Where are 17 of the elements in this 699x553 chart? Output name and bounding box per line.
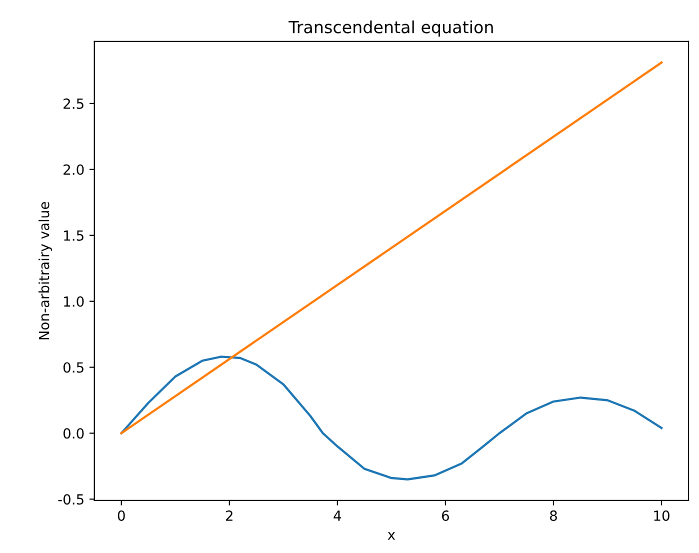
y-tick-label: 1.5 xyxy=(64,230,84,241)
x-tick-label: 8 xyxy=(550,510,557,521)
x-axis-title: x xyxy=(388,532,396,540)
y-tick-label: 0.5 xyxy=(63,362,84,373)
y-tick-label: 2.5 xyxy=(64,98,84,109)
y-axis-title: Non-arbitrairy value xyxy=(38,202,52,340)
x-tick-label: 4 xyxy=(334,510,342,521)
y-tick-label: 2.0 xyxy=(64,164,84,175)
x-tick-label: 10 xyxy=(654,510,670,521)
y-tick-label: -0.5 xyxy=(58,494,84,505)
x-tick-label: 6 xyxy=(442,510,449,521)
chart-title: Transcendental equation xyxy=(288,20,493,37)
line-series xyxy=(120,356,663,480)
x-tick-label: 2 xyxy=(226,510,232,521)
x-tick-label: 0 xyxy=(118,510,125,521)
y-tick-label: 1.0 xyxy=(64,296,84,307)
y-tick-label: 0.0 xyxy=(63,428,84,439)
